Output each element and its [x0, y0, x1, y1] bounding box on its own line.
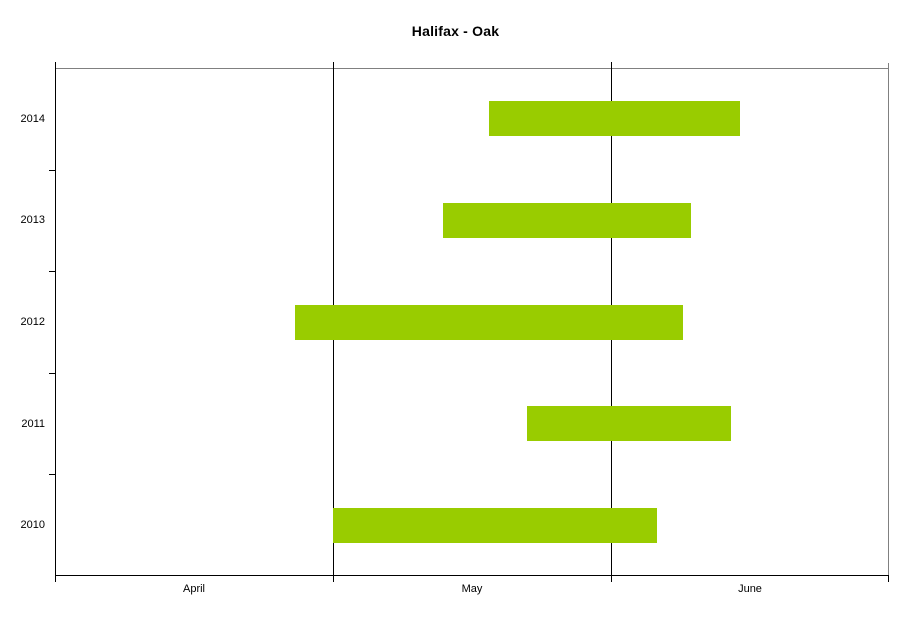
chart-title: Halifax - Oak — [411, 23, 500, 39]
x-axis-label: June — [738, 583, 762, 595]
x-axis-tick — [611, 576, 612, 582]
y-axis-label: 2012 — [20, 316, 45, 328]
plot-area — [49, 62, 889, 582]
plot-border-right — [888, 63, 889, 576]
x-axis-line — [55, 575, 889, 576]
y-axis-line — [55, 62, 56, 576]
y-axis-tick — [49, 271, 55, 272]
y-axis-label: 2013 — [20, 214, 45, 226]
y-axis-label: 2011 — [21, 418, 45, 430]
range-bar — [295, 305, 683, 340]
y-axis-tick — [49, 373, 55, 374]
y-axis-tick — [49, 474, 55, 475]
plot-border-top — [55, 68, 889, 69]
y-axis-label: 2014 — [20, 113, 45, 125]
x-axis-tick — [333, 576, 334, 582]
y-axis-tick — [49, 170, 55, 171]
range-bar — [443, 203, 691, 238]
x-axis-tick — [55, 576, 56, 582]
y-axis-label: 2010 — [20, 519, 45, 531]
range-bar — [489, 101, 740, 136]
range-bar — [333, 508, 657, 543]
x-axis-label: April — [182, 583, 206, 595]
x-axis-label: May — [461, 583, 483, 595]
range-bar — [527, 406, 731, 441]
x-axis-tick — [888, 576, 889, 582]
